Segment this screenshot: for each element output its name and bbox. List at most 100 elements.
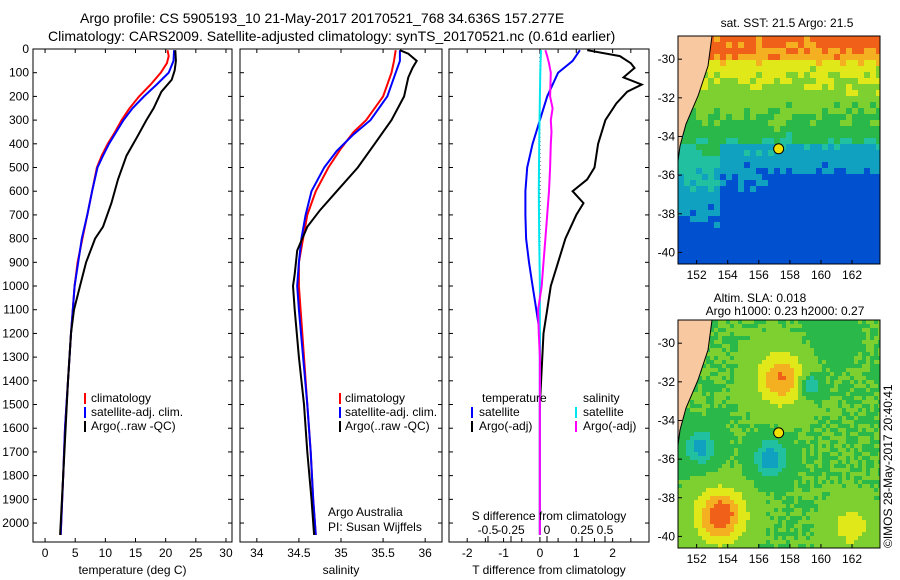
map-cell bbox=[878, 496, 880, 501]
map-cell bbox=[722, 348, 727, 353]
legend-label: satellite-adj. clim. bbox=[91, 405, 183, 419]
map-cell bbox=[690, 132, 697, 139]
map-cell bbox=[840, 120, 847, 127]
map-cell bbox=[870, 532, 875, 537]
map-cell bbox=[730, 424, 735, 429]
map-cell bbox=[858, 340, 863, 345]
map-cell bbox=[878, 364, 880, 369]
map-cell bbox=[826, 384, 831, 389]
map-cell bbox=[810, 228, 817, 235]
map-cell bbox=[738, 210, 745, 217]
map-cell bbox=[804, 48, 811, 55]
map-cell bbox=[838, 400, 843, 405]
map-cell bbox=[746, 320, 751, 325]
map-cell bbox=[810, 234, 817, 241]
map-cell bbox=[826, 456, 831, 461]
map-cell bbox=[750, 138, 757, 145]
map-cell bbox=[778, 328, 783, 333]
map-cell bbox=[858, 432, 863, 437]
map-cell bbox=[866, 392, 871, 397]
map-cell bbox=[710, 492, 715, 497]
map-cell bbox=[806, 456, 811, 461]
legend-label: satellite bbox=[479, 405, 520, 419]
map-cell bbox=[874, 320, 879, 325]
map-cell bbox=[698, 452, 703, 457]
map-cell bbox=[870, 42, 877, 49]
map-cell bbox=[838, 436, 843, 441]
map-cell bbox=[710, 376, 715, 381]
map-cell bbox=[690, 528, 695, 533]
map-cell bbox=[682, 416, 687, 421]
map-cell bbox=[774, 400, 779, 405]
series-argo-raw-qc- bbox=[59, 50, 177, 535]
map-cell bbox=[702, 114, 709, 121]
map-cell bbox=[750, 492, 755, 497]
map-cell bbox=[834, 246, 841, 253]
map-cell bbox=[878, 504, 880, 509]
map-cell bbox=[858, 428, 863, 433]
map-cell bbox=[770, 416, 775, 421]
map-cell bbox=[878, 368, 880, 373]
map-cell bbox=[758, 504, 763, 509]
map-cell bbox=[810, 388, 815, 393]
map-cell bbox=[734, 376, 739, 381]
map-cell bbox=[694, 464, 699, 469]
map-cell bbox=[766, 544, 771, 548]
map-cell bbox=[756, 84, 763, 91]
map-cell bbox=[876, 138, 880, 145]
map-cell bbox=[762, 516, 767, 521]
map-cell bbox=[706, 420, 711, 425]
map-cell bbox=[682, 448, 687, 453]
map-cell bbox=[806, 432, 811, 437]
map-cell bbox=[854, 456, 859, 461]
map-cell bbox=[806, 504, 811, 509]
map-cell bbox=[746, 512, 751, 517]
map-cell bbox=[870, 504, 875, 509]
map-cell bbox=[810, 524, 815, 529]
map-cell bbox=[770, 392, 775, 397]
map-cell bbox=[732, 114, 739, 121]
map-cell bbox=[746, 352, 751, 357]
map-cell bbox=[878, 444, 880, 449]
map-cell bbox=[846, 508, 851, 513]
map-cell bbox=[742, 492, 747, 497]
map-cell bbox=[846, 500, 851, 505]
map-cell bbox=[726, 144, 733, 151]
map-cell bbox=[702, 216, 709, 223]
map-cell bbox=[714, 144, 721, 151]
map-cell bbox=[810, 340, 815, 345]
map-cell bbox=[708, 204, 715, 211]
map-cell bbox=[750, 464, 755, 469]
map-cell bbox=[846, 452, 851, 457]
map-cell bbox=[852, 126, 859, 133]
map-cell bbox=[758, 424, 763, 429]
map-cell bbox=[702, 524, 707, 529]
map-cell bbox=[842, 396, 847, 401]
map-cell bbox=[840, 174, 847, 181]
map-cell bbox=[874, 524, 879, 529]
map-cell bbox=[852, 144, 859, 151]
map-cell bbox=[830, 392, 835, 397]
x-tick-label: 15 bbox=[129, 546, 143, 560]
map-cell bbox=[746, 448, 751, 453]
map-cell bbox=[878, 492, 880, 497]
map-cell bbox=[782, 472, 787, 477]
map-cell bbox=[750, 476, 755, 481]
map-cell bbox=[762, 432, 767, 437]
map-cell bbox=[828, 162, 835, 169]
map-cell bbox=[694, 440, 699, 445]
map-cell bbox=[874, 520, 879, 525]
map-cell bbox=[804, 72, 811, 79]
map-cell bbox=[876, 198, 880, 205]
map-cell bbox=[768, 90, 775, 97]
map-cell bbox=[732, 102, 739, 109]
map-cell bbox=[786, 492, 791, 497]
map-cell bbox=[816, 198, 823, 205]
map-cell bbox=[742, 540, 747, 545]
map-cell bbox=[756, 102, 763, 109]
map-cell bbox=[854, 440, 859, 445]
map-cell bbox=[750, 392, 755, 397]
map-cell bbox=[780, 222, 787, 229]
map-cell bbox=[842, 368, 847, 373]
map-cell bbox=[858, 456, 863, 461]
